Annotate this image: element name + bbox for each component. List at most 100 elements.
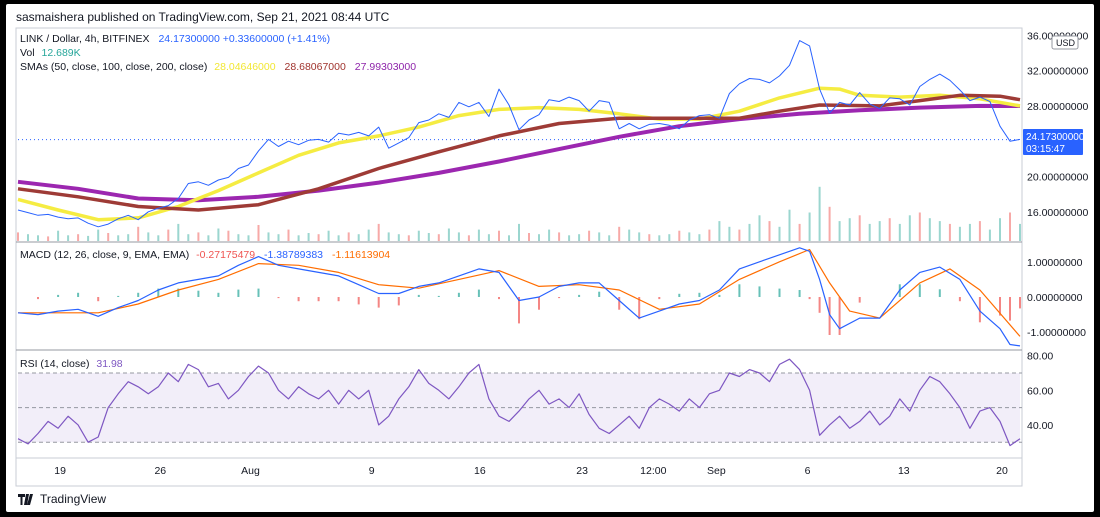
volume-bar (347, 232, 350, 241)
macd-histogram-bar (808, 297, 811, 300)
volume-bar (898, 223, 901, 241)
macd-histogram-bar (638, 297, 641, 320)
volume-bar (958, 226, 961, 242)
volume-bar (608, 235, 611, 241)
macd-histogram-bar (598, 291, 601, 297)
macd-histogram-bar (978, 297, 981, 323)
macd-histogram-bar (297, 297, 300, 302)
volume-bar (628, 229, 631, 241)
volume-bar (948, 223, 951, 241)
volume-bar (758, 215, 761, 241)
volume-bar (407, 235, 410, 241)
macd-histogram-bar (57, 294, 60, 297)
volume-bar (97, 229, 100, 241)
rsi-tick-label: 40.00 (1027, 420, 1053, 432)
volume-bar (778, 226, 781, 242)
volume-bar (37, 235, 39, 241)
volume-bar (658, 235, 661, 241)
macd-histogram-bar (778, 288, 781, 297)
macd-histogram-bar (678, 293, 681, 297)
volume-bar (197, 232, 200, 241)
macd-histogram-bar (277, 297, 280, 299)
volume-bar (297, 235, 300, 241)
time-tick-label: 20 (996, 465, 1008, 477)
volume-bar (548, 229, 551, 241)
macd-histogram-bar (217, 292, 220, 297)
time-tick-label: 26 (154, 465, 166, 477)
macd-histogram-bar (838, 297, 841, 335)
macd-histogram-bar (137, 292, 140, 297)
tradingview-logo-icon (18, 493, 33, 505)
volume-bar (598, 232, 601, 241)
macd-histogram-bar (337, 297, 340, 302)
macd-histogram-bar (618, 297, 621, 310)
last-price-countdown: 03:15:47 (1026, 144, 1065, 155)
macd-histogram-bar (698, 292, 701, 297)
volume-bar (477, 229, 480, 241)
volume-bar (818, 186, 821, 241)
volume-bar (67, 235, 70, 241)
price-tick-label: 16.00000000 (1027, 207, 1088, 219)
macd-histogram-bar (37, 297, 39, 300)
currency-label: USD (1056, 38, 1076, 48)
volume-bar (467, 235, 470, 241)
tradingview-label: TradingView (40, 492, 107, 506)
sma100-line (17, 93, 1021, 212)
volume-bar (718, 221, 721, 241)
tradingview-brand[interactable]: TradingView (18, 492, 106, 506)
volume-bar (868, 223, 871, 241)
sma50-line (17, 86, 1021, 222)
volume-bar (177, 223, 180, 241)
chart-card: sasmaishera published on TradingView.com… (6, 4, 1094, 512)
volume-bar (738, 229, 741, 241)
rsi-line (17, 358, 1021, 447)
volume-bar (147, 232, 150, 241)
volume-bar (217, 228, 220, 241)
volume-bar (367, 229, 370, 241)
price-panel (17, 40, 1022, 242)
macd-panel (17, 247, 1021, 347)
macd-histogram-bar (828, 297, 831, 335)
time-tick-label: 16 (474, 465, 486, 477)
rsi-panel (17, 358, 1022, 447)
macd-histogram-bar (117, 295, 120, 297)
volume-bar (578, 234, 581, 241)
volume-bar (447, 228, 450, 241)
plot-frame (15, 27, 1023, 487)
volume-bar (277, 234, 280, 241)
macd-histogram-bar (518, 297, 520, 324)
volume-bar (968, 223, 971, 241)
volume-bar (538, 234, 540, 241)
time-tick-label: 23 (576, 465, 588, 477)
volume-bar (518, 223, 520, 241)
volume-bar (978, 221, 981, 241)
volume-bar (387, 232, 390, 241)
volume-bar (848, 218, 851, 241)
legend-volume: Vol 12.689K (20, 47, 81, 59)
volume-bar (888, 218, 891, 241)
volume-bar (688, 232, 691, 241)
chart-svg[interactable]: LINK / Dollar, 4h, BITFINEX 24.17300000 … (6, 4, 1094, 512)
time-tick-label: 19 (54, 465, 66, 477)
rsi-tick-label: 80.00 (1027, 351, 1053, 363)
macd-tick-label: 1.00000000 (1027, 257, 1083, 269)
macd-histogram-bar (999, 297, 1001, 316)
macd-histogram-bar (918, 284, 921, 297)
time-tick-label: Sep (707, 465, 726, 477)
legend-rsi: RSI (14, close) 31.98 (20, 358, 123, 370)
volume-bar (117, 235, 120, 241)
macd-histogram-bar (417, 294, 420, 297)
volume-bar (427, 233, 430, 241)
rsi-tick-label: 60.00 (1027, 385, 1053, 397)
volume-bar (788, 209, 791, 242)
volume-bar (938, 221, 941, 241)
volume-bar (107, 233, 110, 241)
volume-bar (157, 235, 160, 241)
volume-bar (728, 226, 731, 242)
volume-bar (1019, 223, 1021, 241)
macd-histogram-bar (658, 297, 661, 300)
currency-badge[interactable] (1051, 35, 1079, 50)
volume-bar (698, 234, 701, 241)
volume-bar (568, 235, 571, 241)
macd-histogram-bar (237, 289, 240, 297)
